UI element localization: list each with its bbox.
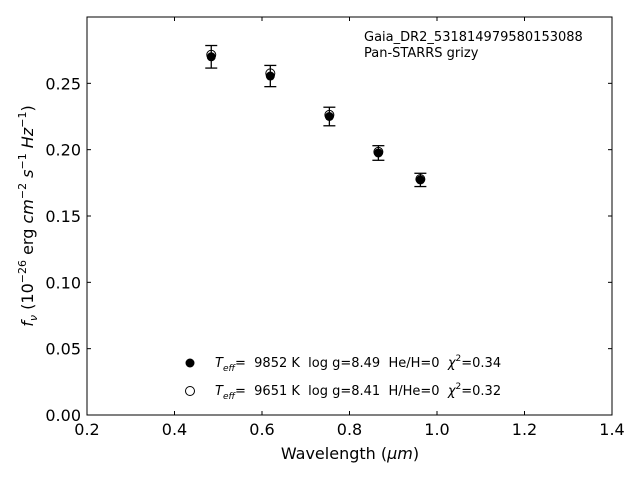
annotation-survey: Pan-STARRS grizy xyxy=(364,46,479,61)
x-tick-label: 0.2 xyxy=(74,420,99,439)
legend: Teff= 9852 K log g=8.49 He/H=0 χ2=0.34 T… xyxy=(185,354,501,402)
data-point-filled xyxy=(206,52,216,62)
data-point-filled xyxy=(415,175,425,185)
data-point-filled xyxy=(324,112,334,121)
x-tick-label: 1.0 xyxy=(424,420,449,439)
x-tick-label: 1.4 xyxy=(599,420,624,439)
y-tick-label: 0.05 xyxy=(45,340,81,359)
y-tick-label: 0.00 xyxy=(45,406,81,425)
annotation-object-id: Gaia_DR2_531814979580153088 xyxy=(364,30,583,45)
legend-label-model-1: Teff= 9852 K log g=8.49 He/H=0 χ2=0.34 xyxy=(215,354,501,374)
x-tick-label: 0.8 xyxy=(337,420,362,439)
x-axis-title: Wavelength (μm) xyxy=(281,444,419,463)
legend-label-model-2: Teff= 9651 K log g=8.41 H/He=0 χ2=0.32 xyxy=(215,382,501,402)
x-tick-label: 0.4 xyxy=(162,420,187,439)
data-point-filled xyxy=(373,148,383,158)
legend-marker-filled xyxy=(185,358,195,368)
x-tick-label: 0.6 xyxy=(249,420,274,439)
y-tick-label: 0.15 xyxy=(45,207,81,226)
y-tick-label: 0.25 xyxy=(45,74,81,93)
legend-marker-open xyxy=(185,386,195,396)
y-tick-label: 0.10 xyxy=(45,273,81,292)
x-tick-label: 1.2 xyxy=(512,420,537,439)
data-point-filled xyxy=(265,71,275,81)
y-axis-title: fν (10−26 erg cm−2 s−1 Hz−1) xyxy=(16,105,40,326)
y-tick-label: 0.20 xyxy=(45,141,81,160)
